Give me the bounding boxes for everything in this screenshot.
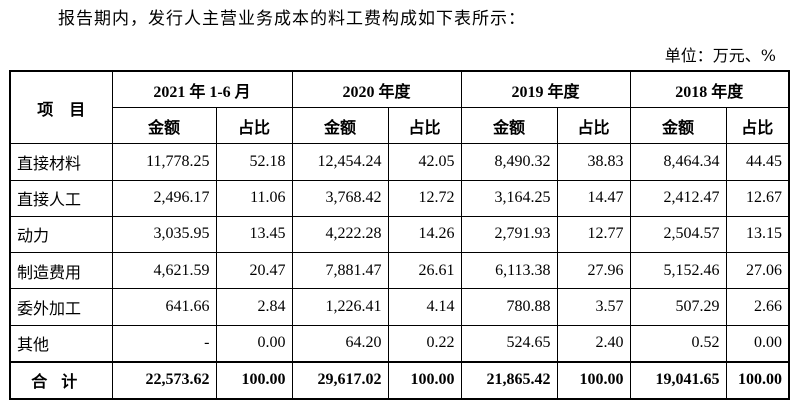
amount-cell: -	[111, 324, 217, 363]
amount-cell: 6,113.38	[460, 252, 558, 290]
amount-cell: 3,035.95	[111, 215, 217, 254]
ratio-cell: 100.00	[725, 360, 790, 400]
amount-cell: 4,222.28	[291, 215, 389, 254]
amount-cell: 7,881.47	[291, 252, 389, 290]
ratio-cell: 2.40	[556, 324, 631, 363]
ratio-cell: 14.47	[556, 179, 631, 217]
period-header: 2018 年度	[629, 70, 790, 109]
amount-cell: 780.88	[460, 288, 558, 326]
amount-cell: 1,226.41	[291, 288, 389, 326]
ratio-cell: 11.06	[215, 179, 293, 217]
amount-cell: 5,152.46	[629, 252, 727, 290]
header-row-periods: 项 目 2021 年 1-6 月 2020 年度 2019 年度 2018 年度	[9, 70, 790, 145]
ratio-cell: 12.67	[725, 179, 790, 217]
amount-cell: 2,791.93	[460, 215, 558, 254]
ratio-cell: 13.15	[725, 215, 790, 254]
ratio-cell: 12.77	[556, 215, 631, 254]
amount-cell: 21,865.42	[460, 360, 558, 400]
amount-cell: 22,573.62	[111, 360, 217, 400]
ratio-cell: 20.47	[215, 252, 293, 290]
amount-cell: 2,412.47	[629, 179, 727, 217]
amount-cell: 2,504.57	[629, 215, 727, 254]
amount-cell: 19,041.65	[629, 360, 727, 400]
ratio-cell: 27.96	[556, 252, 631, 290]
ratio-cell: 0.22	[387, 324, 462, 363]
ratio-cell: 100.00	[387, 360, 462, 400]
amount-cell: 524.65	[460, 324, 558, 363]
ratio-cell: 27.06	[725, 252, 790, 290]
ratio-cell: 0.00	[215, 324, 293, 363]
table-row: 直接人工 2,496.17 11.06 3,768.42 12.72 3,164.25 14…	[9, 179, 790, 217]
table-row: 其他 -0.00 64.20 0.22 524.65 2.40 0.52 0.00	[9, 324, 790, 363]
amount-header: 金额	[111, 107, 217, 145]
row-label: 直接材料	[9, 143, 113, 181]
amount-header: 金额	[629, 107, 727, 145]
amount-header: 金额	[460, 107, 558, 145]
amount-cell: 4,621.59	[111, 252, 217, 290]
unit-note: 单位：万元、%	[664, 46, 776, 65]
amount-cell: 12,454.24	[291, 143, 389, 181]
ratio-header: 占比	[725, 107, 790, 145]
row-label: 其他	[9, 324, 113, 363]
intro-paragraph: 报告期内，发行人主营业务成本的料工费构成如下表所示：	[58, 9, 526, 29]
total-label: 合计	[9, 360, 113, 400]
ratio-cell: 2.84	[215, 288, 293, 326]
amount-cell: 507.29	[629, 288, 727, 326]
ratio-header: 占比	[387, 107, 462, 145]
amount-cell: 8,490.32	[460, 143, 558, 181]
ratio-cell: 3.57	[556, 288, 631, 326]
row-label: 委外加工	[9, 288, 113, 326]
amount-cell: 8,464.34	[629, 143, 727, 181]
header-row-subcolumns: 金额 占比 金额 占比 金额 占比 金额 占比	[10, 107, 790, 145]
amount-cell: 0.52	[629, 324, 727, 363]
amount-cell: 3,164.25	[460, 179, 558, 217]
ratio-cell: 4.14	[387, 288, 462, 326]
ratio-header: 占比	[556, 107, 631, 145]
table-row: 动力 3,035.95 13.45 4,222.28 14.26 2,791.93 12.7…	[9, 215, 790, 254]
row-label: 动力	[9, 215, 113, 254]
ratio-cell: 44.45	[725, 143, 790, 181]
amount-cell: 641.66	[111, 288, 217, 326]
row-label: 制造费用	[9, 252, 113, 290]
amount-cell: 29,617.02	[291, 360, 389, 400]
total-row: 合计 22,573.62 100.00 29,617.02 100.00 21,865.4…	[9, 360, 790, 400]
period-header: 2021 年 1-6 月	[111, 70, 293, 109]
ratio-cell: 0.00	[725, 324, 790, 363]
row-label: 直接人工	[9, 179, 113, 217]
amount-cell: 2,496.17	[111, 179, 217, 217]
ratio-cell: 2.66	[725, 288, 790, 326]
ratio-cell: 100.00	[215, 360, 293, 400]
period-header: 2020 年度	[291, 70, 462, 109]
ratio-cell: 13.45	[215, 215, 293, 254]
amount-cell: 11,778.25	[111, 143, 217, 181]
item-header: 项 目	[9, 70, 113, 145]
ratio-cell: 26.61	[387, 252, 462, 290]
table-row: 制造费用 4,621.59 20.47 7,881.47 26.61 6,113.38 27…	[9, 252, 790, 290]
table-row: 直接材料 11,778.25 52.18 12,454.24 42.05 8,490.32…	[9, 143, 790, 181]
cost-composition-table: 项 目 2021 年 1-6 月 2020 年度 2019 年度 2018 年度…	[9, 70, 791, 400]
ratio-cell: 14.26	[387, 215, 462, 254]
table-row: 委外加工 641.66 2.84 1,226.41 4.14 780.88 3.57 507.…	[9, 288, 790, 326]
ratio-cell: 100.00	[556, 360, 631, 400]
ratio-cell: 52.18	[215, 143, 293, 181]
amount-cell: 64.20	[291, 324, 389, 363]
ratio-header: 占比	[215, 107, 293, 145]
amount-cell: 3,768.42	[291, 179, 389, 217]
period-header: 2019 年度	[460, 70, 631, 109]
ratio-cell: 38.83	[556, 143, 631, 181]
amount-header: 金额	[291, 107, 389, 145]
ratio-cell: 42.05	[387, 143, 462, 181]
ratio-cell: 12.72	[387, 179, 462, 217]
